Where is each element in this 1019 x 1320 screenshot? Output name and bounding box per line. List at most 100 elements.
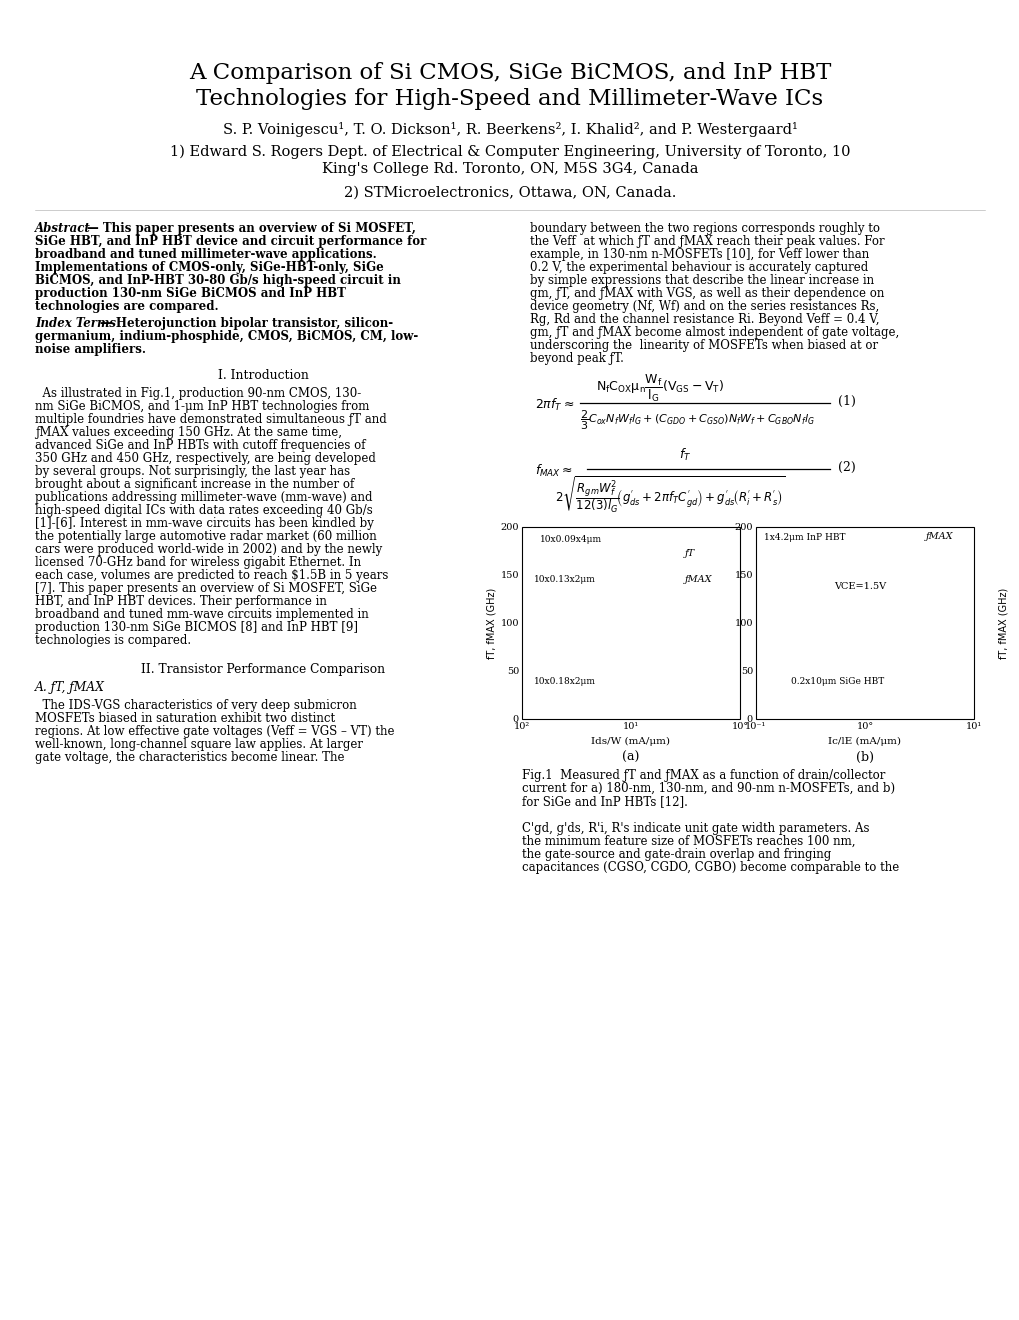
- Text: Fig.1  Measured ƒT and ƒMAX as a function of drain/collector: Fig.1 Measured ƒT and ƒMAX as a function…: [522, 770, 884, 781]
- Text: the gate-source and gate-drain overlap and fringing: the gate-source and gate-drain overlap a…: [522, 847, 830, 861]
- Text: 10²: 10²: [514, 722, 530, 731]
- Text: [1]-[6]. Interest in mm-wave circuits has been kindled by: [1]-[6]. Interest in mm-wave circuits ha…: [35, 517, 374, 531]
- Text: example, in 130-nm n-MOSFETs [10], for Veff lower than: example, in 130-nm n-MOSFETs [10], for V…: [530, 248, 868, 261]
- Text: VCE=1.5V: VCE=1.5V: [834, 582, 886, 591]
- Text: gm, ƒT, and ƒMAX with VGS, as well as their dependence on: gm, ƒT, and ƒMAX with VGS, as well as th…: [530, 286, 883, 300]
- Text: 150: 150: [500, 570, 519, 579]
- Text: (b): (b): [855, 751, 873, 764]
- Text: 150: 150: [734, 570, 752, 579]
- Text: licensed 70-GHz band for wireless gigabit Ethernet. In: licensed 70-GHz band for wireless gigabi…: [35, 556, 361, 569]
- Text: $f_{MAX}\approx$: $f_{MAX}\approx$: [535, 463, 573, 479]
- Text: A Comparison of Si CMOS, SiGe BiCMOS, and InP HBT: A Comparison of Si CMOS, SiGe BiCMOS, an…: [189, 62, 830, 84]
- Text: broadband and tuned millimeter-wave applications.: broadband and tuned millimeter-wave appl…: [35, 248, 376, 261]
- Text: multiple foundries have demonstrated simultaneous ƒT and: multiple foundries have demonstrated sim…: [35, 413, 386, 426]
- Text: 10°: 10°: [856, 722, 872, 731]
- Text: HBT, and InP HBT devices. Their performance in: HBT, and InP HBT devices. Their performa…: [35, 595, 326, 609]
- Text: capacitances (CGSO, CGDO, CGBO) become comparable to the: capacitances (CGSO, CGDO, CGBO) become c…: [522, 861, 899, 874]
- Bar: [522, 527, 739, 719]
- Text: brought about a significant increase in the number of: brought about a significant increase in …: [35, 478, 354, 491]
- Text: 0: 0: [513, 714, 519, 723]
- Text: 50: 50: [740, 667, 752, 676]
- Text: 10°: 10°: [731, 722, 748, 731]
- Text: high-speed digital ICs with data rates exceeding 40 Gb/s: high-speed digital ICs with data rates e…: [35, 504, 372, 517]
- Text: device geometry (Nf, Wf) and on the series resistances Rs,: device geometry (Nf, Wf) and on the seri…: [530, 300, 878, 313]
- Text: broadband and tuned mm-wave circuits implemented in: broadband and tuned mm-wave circuits imp…: [35, 609, 369, 620]
- Text: — This paper presents an overview of Si MOSFET,: — This paper presents an overview of Si …: [87, 222, 416, 235]
- Text: The IDS-VGS characteristics of very deep submicron: The IDS-VGS characteristics of very deep…: [35, 700, 357, 711]
- Text: 0.2 V, the experimental behaviour is accurately captured: 0.2 V, the experimental behaviour is acc…: [530, 261, 867, 275]
- Text: well-known, long-channel square law applies. At larger: well-known, long-channel square law appl…: [35, 738, 363, 751]
- Text: fT, fMAX (GHz): fT, fMAX (GHz): [998, 587, 1008, 659]
- Text: ƒMAX values exceeding 150 GHz. At the same time,: ƒMAX values exceeding 150 GHz. At the sa…: [35, 426, 341, 440]
- Text: the potentially large automotive radar market (60 million: the potentially large automotive radar m…: [35, 531, 376, 543]
- Text: A. ƒT, ƒMAX: A. ƒT, ƒMAX: [35, 681, 105, 694]
- Text: As illustrated in Fig.1, production 90-nm CMOS, 130-: As illustrated in Fig.1, production 90-n…: [35, 387, 361, 400]
- Text: King's College Rd. Toronto, ON, M5S 3G4, Canada: King's College Rd. Toronto, ON, M5S 3G4,…: [321, 162, 698, 176]
- Text: 50: 50: [506, 667, 519, 676]
- Text: (2): (2): [838, 461, 855, 474]
- Text: $\dfrac{2}{3}C_{ox}N_f W_f l_G+(C_{GDO}+C_{GSO})N_f W_f+C_{GBO}N_f l_G$: $\dfrac{2}{3}C_{ox}N_f W_f l_G+(C_{GDO}+…: [580, 409, 814, 433]
- Text: underscoring the  linearity of MOSFETs when biased at or: underscoring the linearity of MOSFETs wh…: [530, 339, 877, 352]
- Text: II. Transistor Performance Comparison: II. Transistor Performance Comparison: [141, 663, 385, 676]
- Text: noise amplifiers.: noise amplifiers.: [35, 343, 146, 356]
- Text: boundary between the two regions corresponds roughly to: boundary between the two regions corresp…: [530, 222, 879, 235]
- Text: gate voltage, the characteristics become linear. The: gate voltage, the characteristics become…: [35, 751, 344, 764]
- Text: 10¹: 10¹: [965, 722, 981, 731]
- Text: Implementations of CMOS-only, SiGe-HBT-only, SiGe: Implementations of CMOS-only, SiGe-HBT-o…: [35, 261, 383, 275]
- Text: S. P. Voinigescu¹, T. O. Dickson¹, R. Beerkens², I. Khalid², and P. Westergaard¹: S. P. Voinigescu¹, T. O. Dickson¹, R. Be…: [222, 121, 797, 137]
- Text: technologies is compared.: technologies is compared.: [35, 634, 191, 647]
- Text: the minimum feature size of MOSFETs reaches 100 nm,: the minimum feature size of MOSFETs reac…: [522, 836, 855, 847]
- Text: by several groups. Not surprisingly, the last year has: by several groups. Not surprisingly, the…: [35, 465, 350, 478]
- Text: 100: 100: [734, 619, 752, 627]
- Text: nm SiGe BiCMOS, and 1-μm InP HBT technologies from: nm SiGe BiCMOS, and 1-μm InP HBT technol…: [35, 400, 369, 413]
- Text: gm, ƒT and ƒMAX become almost independent of gate voltage,: gm, ƒT and ƒMAX become almost independen…: [530, 326, 899, 339]
- Bar: [755, 527, 973, 719]
- Text: — Heterojunction bipolar transistor, silicon-: — Heterojunction bipolar transistor, sil…: [100, 317, 392, 330]
- Text: 200: 200: [734, 523, 752, 532]
- Text: for SiGe and InP HBTs [12].: for SiGe and InP HBTs [12].: [522, 795, 687, 808]
- Text: Ids/W (mA/μm): Ids/W (mA/μm): [591, 737, 669, 746]
- Text: 1x4.2μm InP HBT: 1x4.2μm InP HBT: [763, 533, 845, 543]
- Text: Technologies for High-Speed and Millimeter-Wave ICs: Technologies for High-Speed and Millimet…: [197, 88, 822, 110]
- Text: 1) Edward S. Rogers Dept. of Electrical & Computer Engineering, University of To: 1) Edward S. Rogers Dept. of Electrical …: [169, 145, 850, 160]
- Text: $\mathrm{N_f C_{OX}\mu_n\dfrac{W_f}{l_G}(V_{GS}-V_T)}$: $\mathrm{N_f C_{OX}\mu_n\dfrac{W_f}{l_G}…: [595, 374, 723, 404]
- Text: I. Introduction: I. Introduction: [217, 370, 308, 381]
- Text: advanced SiGe and InP HBTs with cutoff frequencies of: advanced SiGe and InP HBTs with cutoff f…: [35, 440, 365, 451]
- Text: germanium, indium-phosphide, CMOS, BiCMOS, CM, low-: germanium, indium-phosphide, CMOS, BiCMO…: [35, 330, 418, 343]
- Text: 2) STMicroelectronics, Ottawa, ON, Canada.: 2) STMicroelectronics, Ottawa, ON, Canad…: [343, 186, 676, 201]
- Text: $2\pi f_T \approx$: $2\pi f_T \approx$: [535, 397, 574, 413]
- Text: production 130-nm SiGe BiCMOS and InP HBT: production 130-nm SiGe BiCMOS and InP HB…: [35, 286, 345, 300]
- Text: 350 GHz and 450 GHz, respectively, are being developed: 350 GHz and 450 GHz, respectively, are b…: [35, 451, 376, 465]
- Text: ƒT: ƒT: [685, 549, 694, 558]
- Text: the Veff  at which ƒT and ƒMAX reach their peak values. For: the Veff at which ƒT and ƒMAX reach thei…: [530, 235, 883, 248]
- Text: $2\sqrt{\dfrac{R_{gm}W_f^2}{12(3)l_G}\!\left(g_{ds}^{'}+2\pi f_T C_{gd}^{'}\righ: $2\sqrt{\dfrac{R_{gm}W_f^2}{12(3)l_G}\!\…: [554, 475, 786, 515]
- Text: ƒMAX: ƒMAX: [925, 532, 953, 541]
- Text: technologies are compared.: technologies are compared.: [35, 300, 218, 313]
- Text: 10¹: 10¹: [623, 722, 639, 731]
- Text: Rg, Rd and the channel resistance Ri. Beyond Veff = 0.4 V,: Rg, Rd and the channel resistance Ri. Be…: [530, 313, 878, 326]
- Text: by simple expressions that describe the linear increase in: by simple expressions that describe the …: [530, 275, 873, 286]
- Text: Index Terms: Index Terms: [35, 317, 116, 330]
- Text: [7]. This paper presents an overview of Si MOSFET, SiGe: [7]. This paper presents an overview of …: [35, 582, 377, 595]
- Text: fT, fMAX (GHz): fT, fMAX (GHz): [486, 587, 496, 659]
- Text: ƒMAX: ƒMAX: [685, 576, 712, 583]
- Text: SiGe HBT, and InP HBT device and circuit performance for: SiGe HBT, and InP HBT device and circuit…: [35, 235, 426, 248]
- Text: publications addressing millimeter-wave (mm-wave) and: publications addressing millimeter-wave …: [35, 491, 372, 504]
- Text: 200: 200: [500, 523, 519, 532]
- Text: 10x0.18x2μm: 10x0.18x2μm: [534, 677, 595, 686]
- Text: current for a) 180-nm, 130-nm, and 90-nm n-MOSFETs, and b): current for a) 180-nm, 130-nm, and 90-nm…: [522, 781, 895, 795]
- Text: 0: 0: [746, 714, 752, 723]
- Text: production 130-nm SiGe BICMOS [8] and InP HBT [9]: production 130-nm SiGe BICMOS [8] and In…: [35, 620, 358, 634]
- Text: regions. At low effective gate voltages (Veff = VGS – VT) the: regions. At low effective gate voltages …: [35, 725, 394, 738]
- Text: cars were produced world-wide in 2002) and by the newly: cars were produced world-wide in 2002) a…: [35, 543, 382, 556]
- Text: BiCMOS, and InP-HBT 30-80 Gb/s high-speed circuit in: BiCMOS, and InP-HBT 30-80 Gb/s high-spee…: [35, 275, 400, 286]
- Text: (a): (a): [622, 751, 639, 764]
- Text: (1): (1): [838, 395, 855, 408]
- Text: each case, volumes are predicted to reach $1.5B in 5 years: each case, volumes are predicted to reac…: [35, 569, 388, 582]
- Text: Abstract: Abstract: [35, 222, 91, 235]
- Text: 10x0.13x2μm: 10x0.13x2μm: [534, 576, 595, 583]
- Text: C'gd, g'ds, R'i, R's indicate unit gate width parameters. As: C'gd, g'ds, R'i, R's indicate unit gate …: [522, 822, 868, 836]
- Text: 0.2x10μm SiGe HBT: 0.2x10μm SiGe HBT: [790, 677, 883, 686]
- Text: 10x0.09x4μm: 10x0.09x4μm: [539, 535, 601, 544]
- Text: 100: 100: [500, 619, 519, 627]
